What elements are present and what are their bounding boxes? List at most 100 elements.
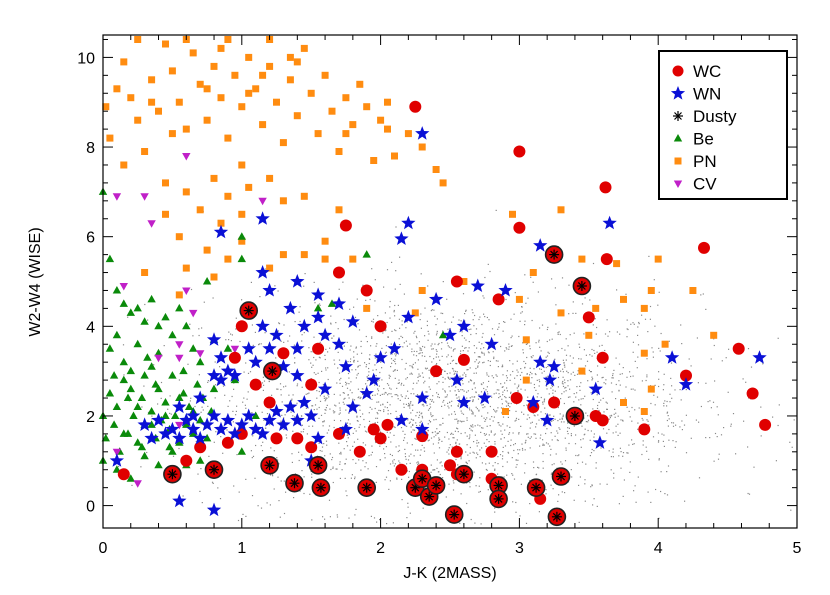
pn-point — [189, 49, 197, 57]
pn-point — [335, 206, 343, 214]
pn-point — [224, 36, 232, 43]
cloud-point — [648, 424, 650, 426]
cloud-point — [412, 367, 414, 369]
cloud-point — [432, 348, 434, 350]
cloud-point — [442, 422, 444, 424]
cloud-point — [298, 451, 300, 453]
cloud-point — [254, 477, 256, 479]
cloud-point — [460, 389, 462, 391]
cloud-point — [569, 334, 571, 336]
cloud-point — [431, 399, 433, 401]
cloud-point — [405, 395, 407, 397]
cloud-point — [296, 402, 298, 404]
cloud-point — [406, 377, 408, 379]
cloud-point — [524, 442, 526, 444]
cloud-point — [356, 353, 358, 355]
wn-point — [456, 318, 471, 333]
cloud-point — [628, 444, 630, 446]
cloud-point — [455, 394, 457, 396]
cloud-point — [475, 328, 478, 330]
cloud-point — [521, 371, 523, 374]
cloud-point — [203, 301, 205, 303]
cloud-point — [632, 388, 634, 390]
cloud-point — [410, 453, 412, 455]
wc-point — [450, 445, 463, 458]
cloud-point — [545, 356, 547, 358]
pn-point — [238, 103, 246, 111]
cloud-point — [546, 340, 548, 343]
cloud-point — [480, 391, 483, 393]
cloud-point — [390, 358, 393, 360]
cloud-point — [590, 430, 592, 432]
cloud-point — [448, 386, 450, 388]
cloud-point — [278, 322, 280, 324]
cloud-point — [436, 330, 438, 332]
cloud-point — [714, 380, 716, 382]
wn-point — [213, 372, 229, 387]
cloud-point — [456, 439, 458, 441]
pn-point — [647, 385, 655, 393]
cloud-point — [476, 439, 478, 442]
cloud-point — [323, 443, 325, 445]
cloud-point — [265, 427, 267, 429]
cloud-point — [589, 439, 591, 441]
cloud-point — [426, 367, 428, 369]
wn-point — [269, 404, 284, 418]
wn-point — [456, 395, 471, 409]
cloud-point — [727, 391, 729, 393]
cloud-point — [457, 464, 459, 466]
cloud-point — [422, 403, 424, 405]
cloud-point — [413, 455, 415, 457]
cloud-point — [562, 359, 564, 361]
cloud-point — [449, 372, 451, 374]
cloud-point — [481, 343, 483, 345]
pn-point — [640, 349, 648, 357]
cloud-point — [452, 368, 454, 370]
cloud-point — [484, 276, 486, 279]
cloud-point — [368, 367, 370, 370]
cloud-point — [536, 396, 538, 398]
cloud-point — [732, 413, 735, 415]
cloud-point — [645, 446, 647, 448]
cloud-point — [468, 347, 470, 349]
cloud-point — [395, 330, 397, 332]
cloud-point — [645, 379, 647, 382]
cloud-point — [408, 476, 410, 478]
cloud-point — [481, 462, 483, 464]
cloud-point — [674, 389, 676, 391]
cloud-point — [653, 279, 655, 281]
cloud-point — [593, 436, 595, 438]
cloud-point — [563, 364, 565, 366]
cloud-point — [374, 407, 376, 410]
dusty-marker — [417, 473, 428, 484]
pn-point — [557, 309, 565, 317]
be-point — [105, 254, 115, 263]
cloud-point — [597, 404, 599, 407]
be-point — [179, 389, 188, 397]
cloud-point — [525, 343, 527, 345]
cloud-point — [657, 432, 659, 434]
cloud-point — [529, 371, 532, 373]
wc-point — [333, 266, 345, 279]
be-point — [133, 438, 142, 446]
cloud-point — [593, 450, 595, 452]
cloud-point — [696, 337, 698, 339]
cloud-point — [127, 316, 129, 318]
cloud-point — [619, 384, 621, 386]
cloud-point — [281, 414, 283, 416]
cloud-point — [228, 331, 230, 333]
wc-point — [353, 445, 366, 458]
y-tick-label: 6 — [86, 230, 95, 247]
cloud-point — [319, 304, 321, 306]
cloud-point — [577, 455, 579, 457]
cloud-point — [655, 488, 657, 491]
wn-point — [290, 341, 305, 355]
cloud-point — [449, 444, 451, 446]
cloud-point — [310, 351, 312, 353]
cloud-point — [393, 459, 395, 461]
pn-point — [342, 94, 350, 102]
cloud-point — [301, 386, 303, 388]
cloud-point — [313, 336, 315, 338]
cloud-point — [422, 345, 424, 348]
